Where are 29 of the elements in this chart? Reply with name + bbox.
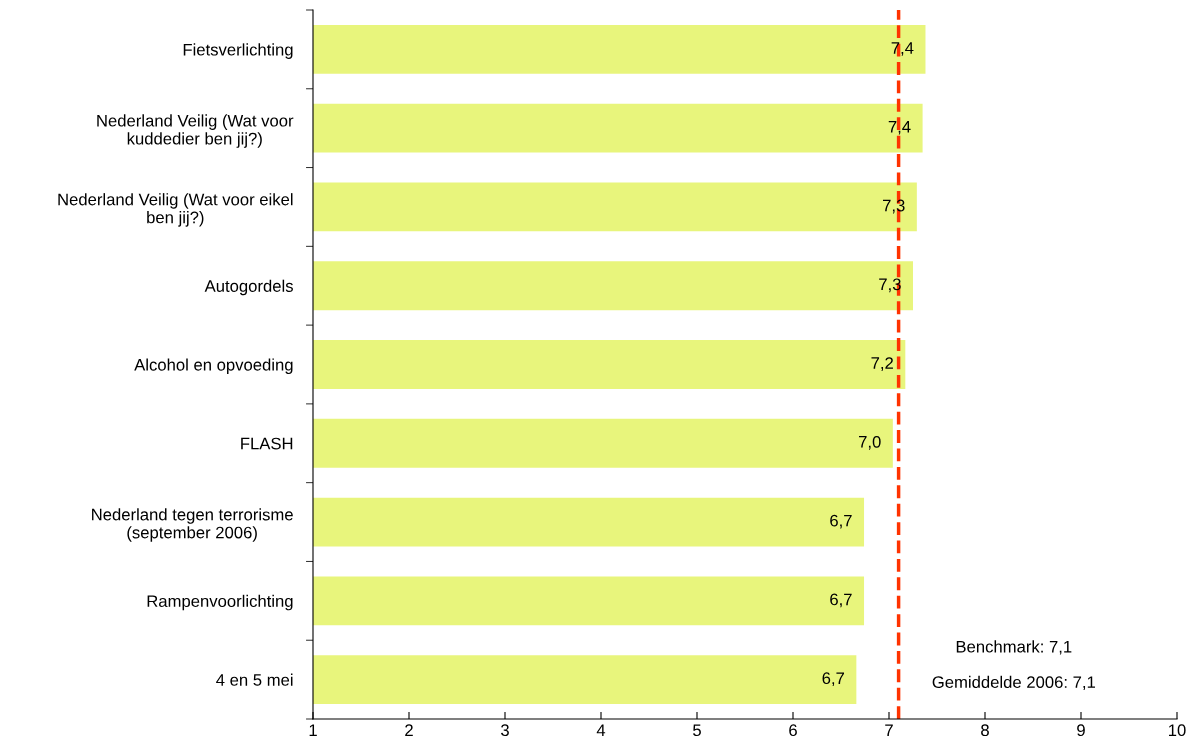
x-tick-label: 3 — [501, 724, 509, 737]
data-label: 7,3 — [883, 199, 905, 214]
x-tick-label: 9 — [1077, 724, 1085, 737]
x-tick-label: 7 — [885, 724, 893, 736]
x-tick-label: 8 — [981, 724, 989, 737]
y-tick-label: Nederland Veilig (Wat voor kuddedier ben jij?) — [97, 114, 294, 148]
y-tick-label: FLASH — [241, 437, 293, 450]
y-tick-label: 4 en 5 mei — [216, 673, 293, 686]
y-tick-label: Autogordels — [204, 279, 293, 296]
data-label: 7,4 — [888, 121, 911, 135]
x-tick-label: 5 — [693, 724, 701, 737]
x-tick-label: 1 — [309, 724, 317, 736]
x-tick-label: 6 — [789, 724, 797, 737]
x-tick-label: 2 — [405, 724, 413, 736]
data-label: 7,3 — [879, 278, 901, 293]
x-tick-label: 4 — [596, 724, 606, 736]
data-label: 7,0 — [859, 435, 881, 450]
y-tick-label: Rampenvoorlichting — [147, 594, 293, 611]
data-label: 7,2 — [871, 357, 893, 371]
annotation: Gemiddelde 2006: 7,1 — [932, 675, 1095, 690]
y-tick-label: Nederland Veilig (Wat voor eikel ben jij?) — [58, 193, 293, 227]
annotation: Benchmark: 7,1 — [956, 640, 1072, 655]
data-label: 6,7 — [822, 672, 845, 687]
y-tick-label: Nederland tegen terrorisme (september 2006) — [92, 508, 293, 542]
x-tick-label: 10 — [1169, 724, 1186, 737]
data-label: 6,7 — [830, 593, 852, 608]
data-label: 6,7 — [830, 514, 852, 529]
y-tick-label: Fietsverlichting — [183, 43, 293, 59]
y-tick-label: Alcohol en opvoeding — [134, 358, 293, 374]
